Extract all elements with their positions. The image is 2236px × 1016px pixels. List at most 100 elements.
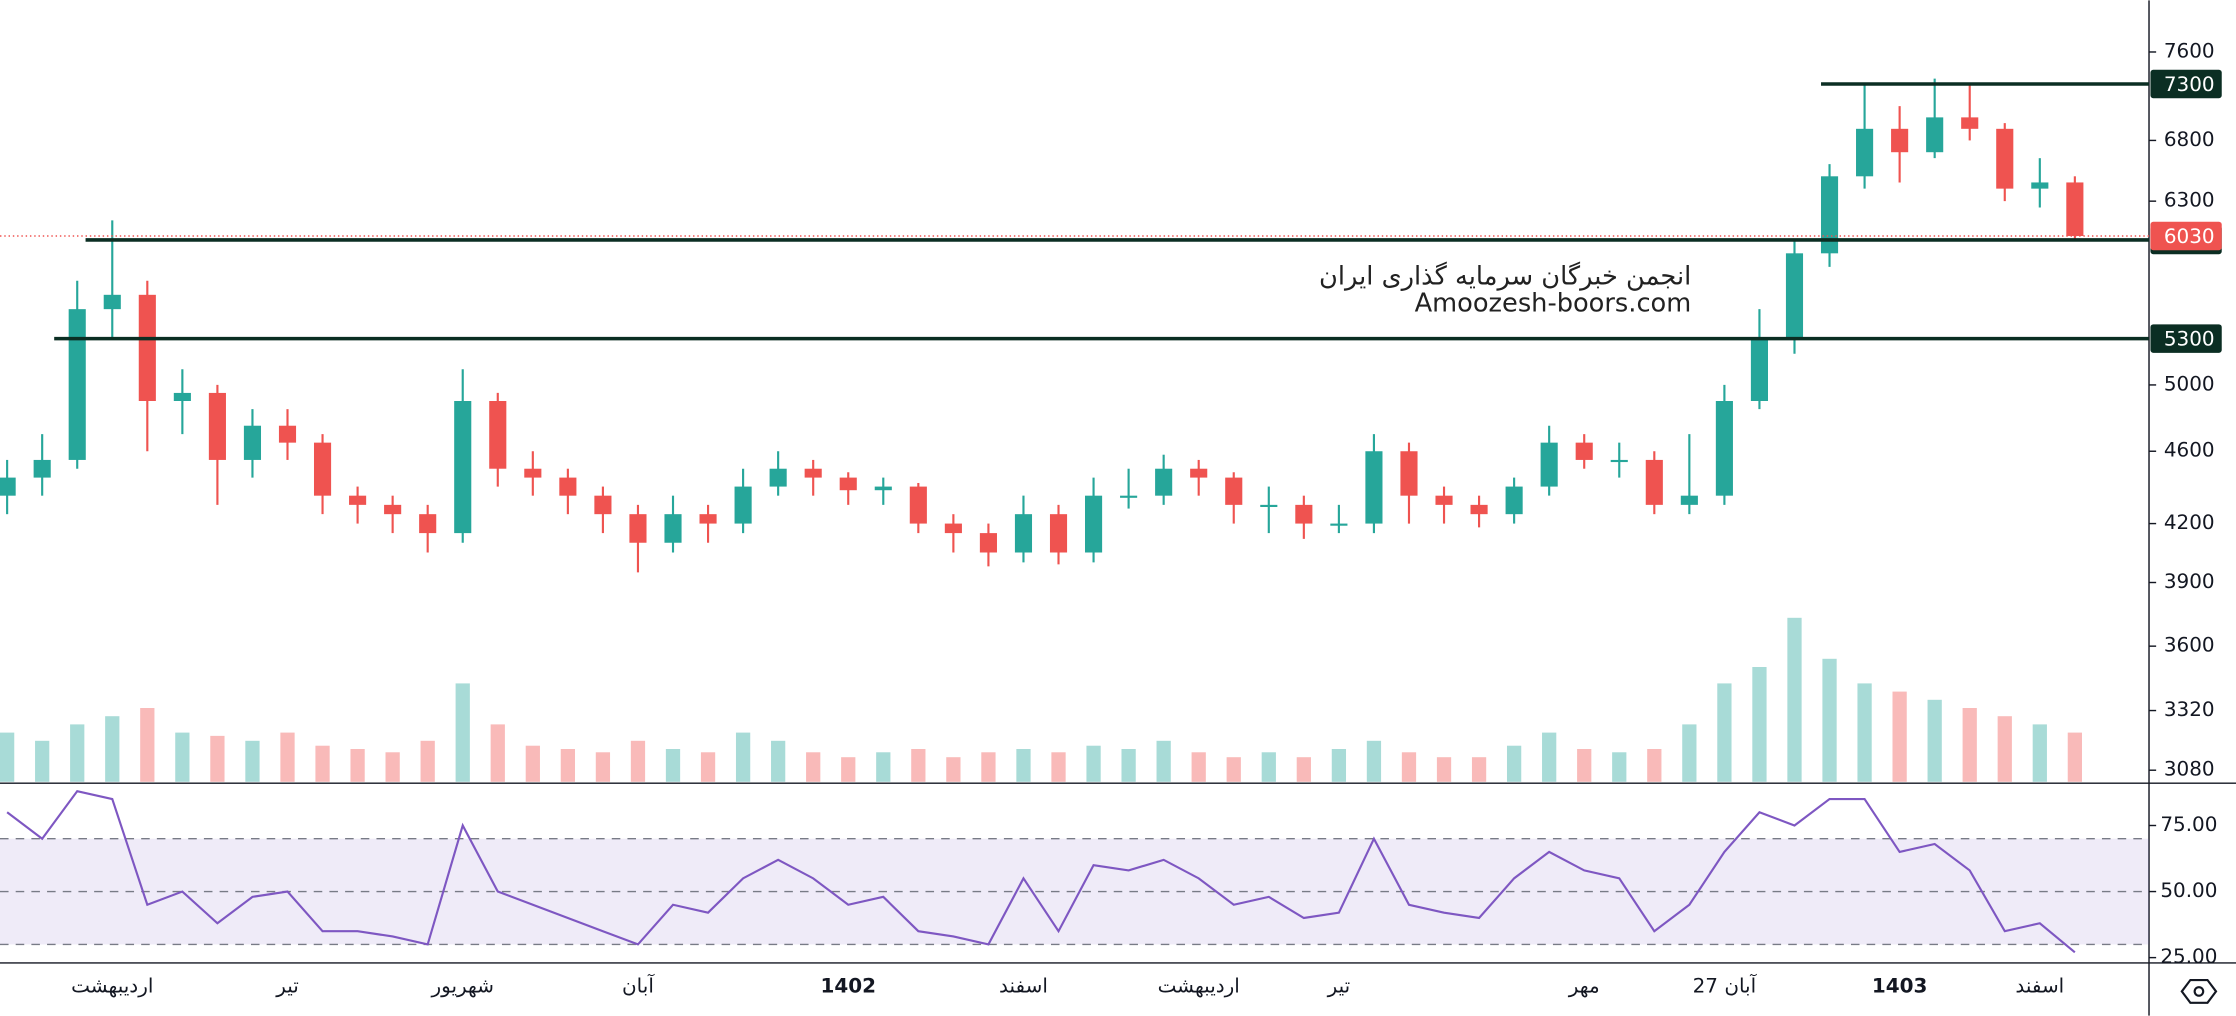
volume-bar — [385, 752, 400, 782]
candle-body — [909, 486, 927, 524]
candle-body — [1435, 495, 1453, 505]
x-tick-label: 1403 — [1872, 974, 1928, 998]
candle-body — [33, 459, 51, 478]
candle-body — [839, 477, 857, 491]
volume-bar — [175, 732, 190, 782]
volume-bar — [1016, 748, 1031, 782]
x-tick-label: اردیبهشت — [71, 974, 153, 998]
y-tick-label: 75.00 — [2160, 812, 2217, 836]
candle-body — [138, 294, 156, 401]
candle-body — [524, 468, 542, 478]
volume-bar — [105, 716, 120, 782]
volume-bar — [1647, 748, 1662, 782]
x-tick-label: 1402 — [820, 974, 876, 998]
rsi-line — [6, 789, 2076, 954]
x-tick-label: اسفند — [2015, 974, 2064, 998]
x-tick-label: 27 آبان — [1693, 973, 1758, 998]
candle-body — [1610, 459, 1628, 463]
volume-bar — [876, 752, 891, 782]
volume-bar — [1612, 752, 1627, 782]
volume-bar — [1962, 707, 1977, 782]
volume-bar — [140, 707, 155, 782]
settings-dot[interactable] — [2193, 986, 2205, 997]
candle-body — [419, 514, 437, 534]
volume-bar — [280, 732, 295, 782]
volume-bar — [70, 724, 85, 782]
level-label: 5300 — [2164, 327, 2215, 351]
y-tick-label: 3080 — [2164, 757, 2215, 781]
candle-body — [68, 309, 86, 460]
candle-body — [1856, 128, 1874, 177]
y-tick-label: 3600 — [2164, 633, 2215, 657]
y-tick-label: 50.00 — [2160, 878, 2217, 902]
candle-body — [0, 477, 16, 496]
candle-body — [1470, 504, 1488, 515]
candle-body — [454, 400, 472, 534]
y-tick-label: 4200 — [2164, 510, 2215, 534]
candle-body — [1891, 128, 1909, 153]
level-label: 7300 — [2164, 72, 2215, 96]
volume-bar — [2067, 732, 2082, 782]
watermark: انجمن خبرگان سرمایه گذاری ایران — [1319, 261, 1691, 291]
volume-bar — [911, 748, 926, 782]
volume-bar — [1086, 745, 1101, 782]
volume-bar — [1717, 683, 1732, 782]
candle-body — [1049, 514, 1068, 553]
candle-body — [349, 495, 367, 505]
volume-bar — [1752, 667, 1767, 782]
volume-bar — [1787, 617, 1802, 782]
volume-bar — [35, 740, 50, 782]
volume-bar — [595, 752, 611, 782]
candle-body — [103, 294, 121, 310]
candle-body — [243, 425, 262, 460]
x-tick-label: اسفند — [999, 974, 1048, 998]
candle-body — [769, 468, 787, 487]
candle-body — [1085, 495, 1103, 553]
volume-bar — [1542, 732, 1557, 782]
volume-bar — [1296, 757, 1311, 782]
y-tick-label: 6300 — [2164, 188, 2215, 212]
volume-bar — [1226, 757, 1241, 782]
candle-body — [173, 392, 191, 401]
candle-body — [1961, 117, 1979, 129]
candle-body — [1014, 514, 1033, 553]
settings-icon[interactable] — [2180, 978, 2218, 1004]
candle-body — [1785, 253, 1804, 339]
candle-body — [629, 514, 647, 543]
candle-body — [489, 400, 507, 469]
candle-body — [1996, 128, 2014, 189]
candle-body — [1645, 459, 1663, 505]
volume-bar — [1857, 683, 1872, 782]
y-tick-label: 5000 — [2164, 371, 2215, 395]
volume-bar — [1892, 691, 1907, 782]
candle-body — [1820, 176, 1839, 254]
candle-body — [2031, 182, 2049, 189]
volume-bar — [771, 740, 786, 782]
volume-bar — [245, 740, 260, 782]
candle-body — [313, 442, 332, 496]
volume-bar — [455, 683, 470, 782]
candle-body — [1540, 442, 1558, 487]
y-tick-label: 4600 — [2164, 438, 2215, 462]
volume-bar — [841, 757, 856, 782]
x-tick-label: تیر — [1327, 974, 1351, 998]
volume-bar — [1682, 724, 1697, 782]
volume-bar — [525, 745, 540, 782]
y-tick-label: 3320 — [2164, 697, 2215, 721]
volume-bar — [1577, 748, 1592, 782]
volume-bar — [350, 748, 365, 782]
candle-body — [1575, 442, 1593, 460]
level-label-box — [2150, 69, 2222, 99]
settings-hexagon[interactable] — [2180, 978, 2218, 1004]
volume-bar — [665, 748, 681, 782]
candle-body — [699, 514, 717, 524]
candle-body — [1926, 117, 1944, 153]
volume-bar — [1366, 740, 1382, 782]
x-tick-label: شهریور — [431, 974, 494, 998]
y-tick-label: 3900 — [2164, 569, 2215, 593]
volume-bar — [735, 732, 751, 782]
x-tick-label: اردیبهشت — [1158, 974, 1240, 998]
volume-bar — [560, 748, 576, 782]
